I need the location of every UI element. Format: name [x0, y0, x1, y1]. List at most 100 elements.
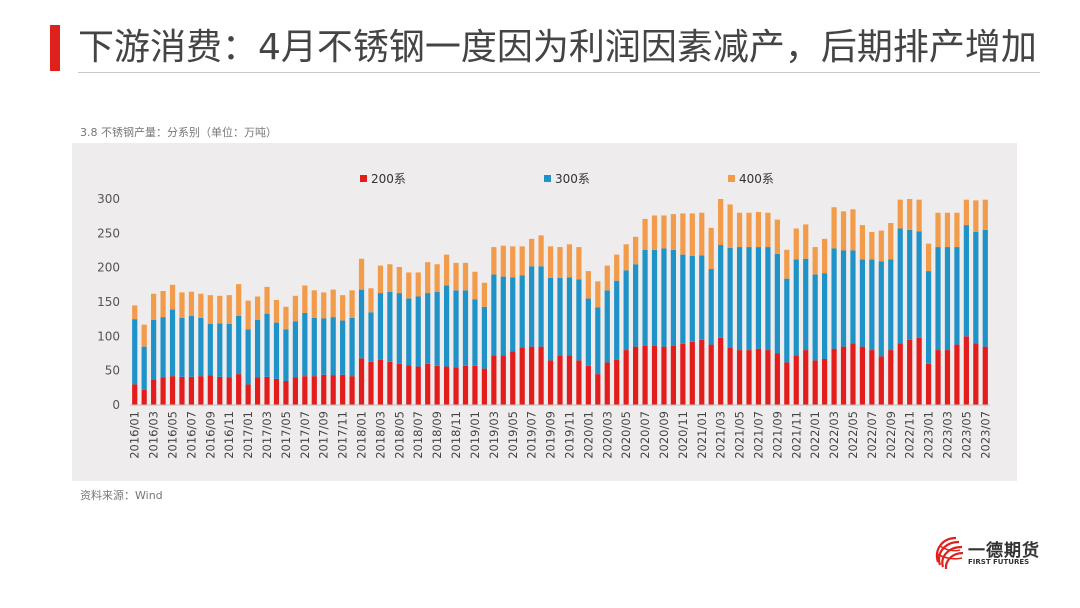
bar-segment-series-0	[765, 350, 771, 405]
x-tick-label: 2017/11	[336, 411, 350, 459]
bar-segment-series-0	[916, 337, 922, 405]
bar-segment-series-2	[169, 284, 176, 310]
bar-segment-series-0	[633, 346, 639, 405]
bar-segment-series-0	[453, 367, 459, 405]
bar-segment-series-1	[907, 229, 913, 340]
y-tick-label: 150	[97, 295, 120, 309]
bar-segment-series-1	[576, 279, 582, 361]
bar-segment-series-1	[614, 280, 620, 360]
x-tick-label: 2019/05	[506, 411, 520, 459]
y-tick-label: 50	[105, 364, 120, 378]
bar-segment-series-0	[859, 346, 866, 405]
legend-label: 300系	[555, 172, 590, 186]
bar-segment-series-2	[179, 292, 185, 318]
bar-segment-series-0	[793, 355, 799, 405]
x-tick-label: 2022/11	[903, 411, 917, 459]
bar-segment-series-0	[774, 353, 780, 405]
x-tick-label: 2019/03	[487, 411, 501, 459]
bar-segment-series-1	[529, 266, 535, 347]
bar-segment-series-2	[699, 212, 705, 256]
bar-segment-series-0	[840, 346, 847, 405]
bar-segment-series-0	[302, 376, 308, 405]
bar-segment-series-1	[595, 307, 601, 375]
bar-segment-series-2	[557, 247, 563, 278]
bar-segment-series-0	[897, 343, 903, 405]
x-tick-label: 2017/05	[279, 411, 293, 459]
bar-segment-series-2	[803, 224, 809, 259]
bar-segment-series-1	[396, 293, 402, 364]
x-tick-label: 2021/01	[695, 411, 709, 459]
bar-segment-series-1	[869, 259, 875, 351]
bar-segment-series-2	[377, 265, 384, 294]
bar-segment-series-1	[803, 258, 809, 351]
x-tick-label: 2020/11	[676, 411, 690, 459]
bar-segment-series-2	[614, 254, 620, 281]
bar-segment-series-1	[793, 259, 799, 356]
bar-segment-series-1	[302, 312, 308, 377]
bar-segment-series-2	[831, 207, 837, 249]
bar-segment-series-0	[822, 358, 828, 405]
bar-segment-series-0	[812, 360, 818, 405]
bar-segment-series-2	[595, 281, 601, 308]
bar-segment-series-2	[850, 209, 856, 251]
bar-segment-series-1	[453, 290, 459, 368]
x-tick-label: 2021/07	[751, 411, 765, 459]
bar-segment-series-1	[462, 290, 469, 366]
bar-segment-series-1	[179, 317, 185, 377]
bar-segment-series-2	[963, 199, 969, 226]
bar-segment-series-1	[944, 247, 951, 351]
bar-segment-series-0	[264, 376, 270, 405]
x-tick-label: 2016/11	[222, 411, 236, 459]
legend-swatch	[728, 175, 735, 182]
bar-segment-series-0	[850, 343, 856, 405]
bar-segment-series-2	[245, 300, 251, 330]
bar-segment-series-0	[481, 368, 487, 405]
bar-segment-series-1	[264, 313, 270, 377]
x-tick-label: 2021/05	[733, 411, 747, 459]
bar-segment-series-1	[935, 247, 941, 351]
bar-segment-series-2	[897, 199, 903, 229]
bar-segment-series-2	[132, 305, 138, 320]
y-tick-label: 100	[97, 329, 120, 343]
bar-segment-series-0	[727, 347, 733, 405]
x-tick-label: 2018/07	[411, 411, 425, 459]
bar-segment-series-1	[623, 270, 629, 351]
bar-segment-series-1	[169, 309, 176, 377]
bar-segment-series-0	[236, 374, 242, 405]
bar-segment-series-1	[982, 229, 988, 347]
bar-segment-series-0	[566, 355, 573, 405]
bar-segment-series-2	[576, 247, 582, 280]
bar-segment-series-1	[699, 255, 705, 340]
bar-segment-series-1	[500, 276, 506, 356]
bar-segment-series-1	[547, 277, 554, 361]
bar-segment-series-0	[434, 365, 440, 405]
x-tick-label: 2017/01	[241, 411, 255, 459]
bar-segment-series-0	[160, 377, 166, 405]
bar-segment-series-1	[755, 247, 762, 349]
x-tick-label: 2023/07	[978, 411, 992, 459]
bar-segment-series-0	[406, 365, 412, 405]
bar-segment-series-1	[784, 278, 790, 363]
bar-segment-series-0	[982, 346, 988, 405]
bar-segment-series-1	[415, 296, 421, 367]
chart-area: 0 50 100 150 200 250 300 2016/01 2016/03 2016/05 2…	[72, 143, 1017, 481]
bar-segment-series-2	[358, 258, 365, 290]
bar-segment-series-0	[907, 339, 913, 405]
bar-segment-series-2	[415, 272, 421, 297]
bar-segment-series-0	[396, 363, 402, 405]
bar-segment-series-1	[321, 318, 327, 375]
bar-segment-series-1	[689, 255, 695, 342]
bar-segment-series-0	[387, 361, 393, 405]
x-tick-label: 2017/03	[260, 411, 274, 459]
bar-segment-series-2	[387, 264, 393, 292]
bar-segment-series-1	[566, 277, 573, 356]
bar-segment-series-2	[925, 243, 932, 272]
bar-segment-series-2	[368, 288, 374, 313]
bar-segment-series-2	[954, 212, 960, 248]
bar-segment-series-2	[566, 244, 573, 278]
bar-segment-series-1	[840, 250, 847, 347]
bar-segment-series-0	[491, 355, 497, 405]
bar-segment-series-1	[897, 228, 903, 344]
bar-segment-series-0	[557, 355, 563, 405]
y-tick-label: 250	[97, 226, 120, 240]
